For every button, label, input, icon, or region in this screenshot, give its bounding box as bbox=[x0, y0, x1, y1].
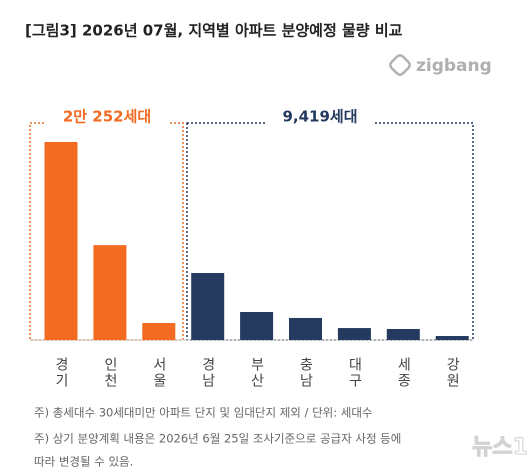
label-bg bbox=[45, 106, 169, 128]
group-label: 2만 252세대 bbox=[63, 108, 151, 126]
x-tick-label: 인천 bbox=[102, 357, 118, 389]
x-tick-label: 경남 bbox=[200, 357, 216, 389]
note: 주) 총세대수 30세대미만 아파트 단지 및 임대단지 제외 / 단위: 세대… bbox=[34, 406, 373, 420]
bar bbox=[289, 317, 322, 340]
bar bbox=[337, 328, 371, 340]
x-tick-label: 세종 bbox=[395, 357, 411, 389]
bar bbox=[240, 311, 274, 340]
logo: zigbang bbox=[389, 54, 492, 76]
watermark: 뉴스1 bbox=[472, 435, 528, 460]
group-label: 9,419세대 bbox=[282, 108, 357, 126]
x-tick-label: 서울 bbox=[151, 357, 167, 389]
logo-icon bbox=[389, 54, 411, 76]
note: 주) 상기 분양계획 내용은 2026년 6월 25일 조사기준으로 공급자 사… bbox=[34, 432, 401, 446]
bar bbox=[142, 323, 176, 340]
x-tick-label: 경기 bbox=[53, 357, 69, 389]
note: 따라 변경될 수 있음. bbox=[34, 455, 133, 469]
x-tick-label: 충남 bbox=[298, 357, 314, 389]
x-tick-label: 대구 bbox=[346, 357, 362, 389]
label-bg bbox=[265, 106, 375, 128]
x-tick-label: 강원 bbox=[444, 357, 460, 389]
bar bbox=[44, 142, 78, 340]
bar bbox=[435, 336, 469, 340]
bar bbox=[93, 245, 127, 340]
logo-text: zigbang bbox=[416, 56, 492, 76]
bar bbox=[191, 272, 225, 340]
bar bbox=[386, 328, 420, 340]
chart-title: [그림3] 2026년 07월, 지역별 아파트 분양예정 물량 비교 bbox=[25, 22, 403, 40]
x-tick-label: 부산 bbox=[249, 357, 265, 389]
